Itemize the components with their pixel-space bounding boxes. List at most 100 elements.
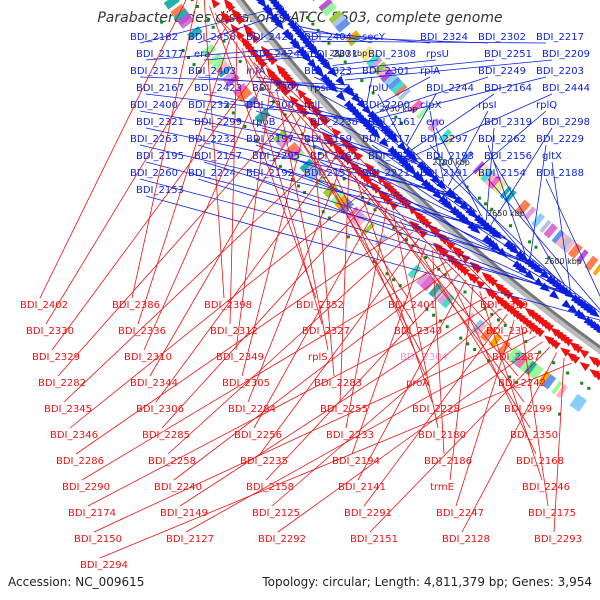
forward-gene-label: BDI_2319 <box>484 117 532 128</box>
forward-gene-label: BDI_2317 <box>362 134 410 145</box>
forward-gene-label: BDI_2321 <box>136 117 184 128</box>
forward-gene-label: BDI_2244 <box>426 83 474 94</box>
reverse-leader-line <box>63 149 331 403</box>
forward-gene-label: BDI_2238 <box>310 117 358 128</box>
forward-leader-line <box>529 144 547 259</box>
forward-leader-line <box>303 30 431 44</box>
forward-gene-label: BDI_2260 <box>130 168 178 179</box>
reverse-gene-arrow <box>572 344 583 354</box>
forward-gene-arrow <box>447 190 458 201</box>
forward-leader-line <box>345 59 553 81</box>
reverse-gene-label: BDI_2240 <box>154 482 202 493</box>
forward-leader-line <box>375 76 489 114</box>
forward-leader-line <box>294 21 315 44</box>
forward-gene-label: gltX <box>542 151 562 162</box>
forward-gene-label: BDI_2217 <box>536 32 584 43</box>
forward-gene-arrow <box>291 40 302 51</box>
forward-gene-arrow <box>397 141 408 152</box>
reverse-gene-arrow <box>445 240 456 250</box>
cds-marker <box>231 111 235 115</box>
reverse-gene-arrow <box>459 266 470 276</box>
forward-leader-line <box>452 110 547 191</box>
cds-marker <box>190 0 194 1</box>
forward-gene-arrow <box>314 67 325 78</box>
kbp-tick-label: 2600 kbp <box>544 257 582 266</box>
genome-summary-text: Topology: circular; Length: 4,811,379 bp… <box>262 575 592 589</box>
annotation-band <box>318 0 335 14</box>
reverse-leader-line <box>282 96 421 351</box>
forward-gene-label: BDI_2323 <box>304 66 352 77</box>
forward-gene-arrow <box>388 133 399 144</box>
genome-backbone <box>240 0 600 349</box>
reverse-gene-arrow <box>438 247 449 258</box>
cds-marker <box>445 325 449 329</box>
cds-marker <box>580 381 584 385</box>
forward-gene-label: BDI_2249 <box>478 66 526 77</box>
reverse-leader-line <box>155 156 337 403</box>
forward-gene-label: BDI_2224 <box>188 168 236 179</box>
cds-marker <box>367 202 371 206</box>
reverse-leader-line <box>369 346 550 533</box>
forward-gene-label: BDI_2403 <box>188 66 236 77</box>
reverse-gene-arrow <box>223 14 233 25</box>
forward-gene-arrow <box>539 269 551 280</box>
annotation-band <box>567 242 583 259</box>
forward-leader-line <box>319 93 398 137</box>
annotation-band <box>170 3 186 17</box>
annotation-band <box>380 69 396 85</box>
reverse-gene-arrow <box>407 204 418 215</box>
reverse-gene-arrow <box>468 274 480 284</box>
cds-marker <box>342 177 346 181</box>
forward-gene-label: rplA <box>420 66 440 77</box>
forward-leader-line <box>406 93 437 146</box>
reverse-gene-label: BDI_2349 <box>216 352 264 363</box>
annotation-band <box>177 12 194 28</box>
forward-gene-label: BDI_2302 <box>478 32 526 43</box>
cds-marker <box>508 375 512 379</box>
forward-gene-arrow <box>470 224 481 234</box>
reverse-gene-arrow <box>304 97 315 108</box>
reverse-gene-label: BDI_2312 <box>210 326 258 337</box>
forward-gene-arrow <box>430 174 441 185</box>
reverse-gene-label: BDI_2292 <box>258 534 306 545</box>
forward-gene-arrow <box>378 137 389 148</box>
forward-gene-label: BDI_2192 <box>246 168 294 179</box>
forward-leader-line <box>255 15 292 44</box>
reverse-gene-label: BDI_2329 <box>32 352 80 363</box>
reverse-leader-line <box>214 12 409 299</box>
cds-marker <box>424 256 428 259</box>
reverse-gene-label: BDI_2398 <box>204 300 252 311</box>
forward-leader-line <box>139 5 284 44</box>
forward-gene-label: BDI_2188 <box>536 168 584 179</box>
reverse-gene-arrow <box>560 347 571 357</box>
cds-marker <box>432 313 436 317</box>
forward-gene-arrow <box>375 119 386 130</box>
annotation-band <box>390 80 407 96</box>
cds-marker <box>343 60 347 64</box>
annotation-band <box>362 49 376 63</box>
cds-marker <box>160 20 164 24</box>
forward-gene-label: BDI_2155 <box>304 168 352 179</box>
reverse-gene-arrow <box>320 115 331 126</box>
cds-marker <box>222 39 226 43</box>
forward-leader-line <box>379 76 547 119</box>
reverse-leader-line <box>87 296 487 507</box>
reverse-leader-line <box>209 5 317 299</box>
cds-marker <box>327 216 331 220</box>
forward-leader-line <box>551 161 571 291</box>
annotation-band <box>415 271 431 287</box>
reverse-gene-label: trmE <box>430 482 454 493</box>
cds-marker <box>392 278 396 282</box>
forward-gene-label: BDI_2156 <box>484 151 532 162</box>
reverse-leader-line <box>149 116 301 377</box>
forward-gene-label: BDI_2299 <box>194 117 242 128</box>
annotation-band <box>543 223 558 239</box>
reverse-leader-line <box>311 130 335 377</box>
forward-gene-label: eno <box>426 117 445 128</box>
cds-marker <box>425 307 429 311</box>
annotation-band <box>427 117 442 133</box>
annotation-band <box>398 88 411 101</box>
reverse-gene-label: BDI_2386 <box>112 300 160 311</box>
reverse-leader-line <box>479 291 543 481</box>
forward-gene-label: BDI_2424 <box>252 49 300 60</box>
